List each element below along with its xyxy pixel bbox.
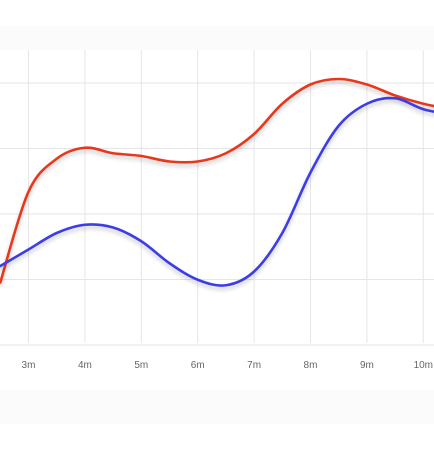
series-line-blue xyxy=(0,96,434,287)
chart-panel: 3m 4m 5m 6m 7m 8m 9m 10m xyxy=(0,50,434,390)
x-tick-label: 7m xyxy=(247,360,261,371)
x-tick-label: 6m xyxy=(191,360,205,371)
grid xyxy=(0,50,434,346)
x-tick-label: 5m xyxy=(134,360,148,371)
x-axis-ticks: 3m 4m 5m 6m 7m 8m 9m 10m xyxy=(22,360,433,371)
series-lines xyxy=(0,77,434,287)
x-tick-label: 10m xyxy=(414,360,433,371)
series-line-red xyxy=(0,77,434,284)
x-tick-label: 8m xyxy=(304,360,318,371)
x-tick-label: 9m xyxy=(360,360,374,371)
x-tick-label: 4m xyxy=(78,360,92,371)
x-tick-label: 3m xyxy=(22,360,36,371)
line-chart: 3m 4m 5m 6m 7m 8m 9m 10m xyxy=(0,50,434,371)
